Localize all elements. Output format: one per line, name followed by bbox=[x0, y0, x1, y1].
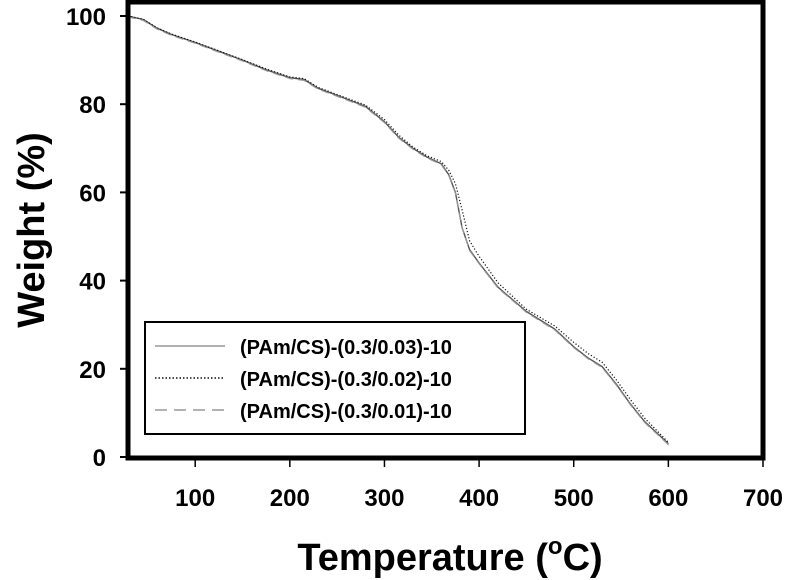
plot-frame bbox=[125, 0, 766, 461]
y-axis-title: Weight (%) bbox=[11, 132, 53, 328]
legend-label-1: (PAm/CS)-(0.3/0.02)-10 bbox=[240, 369, 452, 391]
series-line-0 bbox=[127, 15, 669, 445]
x-axis-title: Temperature (oC) bbox=[297, 533, 602, 579]
legend-label-2: (PAm/CS)-(0.3/0.01)-10 bbox=[240, 401, 452, 423]
x-axis-ticks: 100 200 300 400 500 600 700 bbox=[175, 460, 783, 512]
y-tick-label: 20 bbox=[79, 357, 106, 384]
y-tick-label: 60 bbox=[79, 180, 106, 207]
y-tick-label: 80 bbox=[79, 92, 106, 119]
series-line-2 bbox=[127, 16, 669, 446]
y-tick-label: 0 bbox=[93, 445, 106, 472]
plot-curves bbox=[127, 15, 669, 446]
x-tick-label: 700 bbox=[743, 485, 783, 512]
legend-label-0: (PAm/CS)-(0.3/0.03)-10 bbox=[240, 337, 452, 359]
x-tick-label: 300 bbox=[364, 485, 404, 512]
y-tick-label: 100 bbox=[66, 4, 106, 31]
x-tick-label: 100 bbox=[175, 485, 215, 512]
x-tick-label: 600 bbox=[648, 485, 688, 512]
x-tick-label: 500 bbox=[554, 485, 594, 512]
x-tick-label: 400 bbox=[459, 485, 499, 512]
y-tick-label: 40 bbox=[79, 269, 106, 296]
legend: (PAm/CS)-(0.3/0.03)-10 (PAm/CS)-(0.3/0.0… bbox=[144, 321, 526, 435]
series-line-1 bbox=[127, 15, 669, 443]
y-axis-ticks: 0 20 40 60 80 100 bbox=[66, 4, 128, 472]
x-tick-label: 200 bbox=[270, 485, 310, 512]
